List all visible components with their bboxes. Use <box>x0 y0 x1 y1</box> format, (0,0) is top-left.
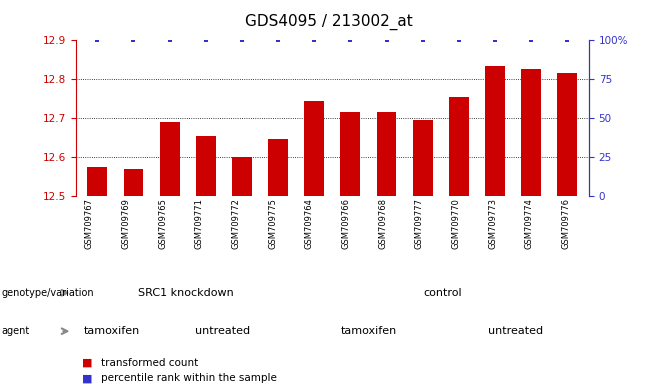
Point <box>453 37 464 43</box>
Text: tamoxifen: tamoxifen <box>341 326 397 336</box>
Text: GSM709772: GSM709772 <box>232 198 241 248</box>
Bar <box>160 122 180 196</box>
Text: SRC1 knockdown: SRC1 knockdown <box>138 288 234 298</box>
Bar <box>449 97 468 196</box>
Bar <box>196 136 216 196</box>
Text: GSM709766: GSM709766 <box>342 198 351 249</box>
Bar <box>521 70 541 196</box>
Text: transformed count: transformed count <box>101 358 198 368</box>
Text: control: control <box>423 288 461 298</box>
Text: genotype/variation: genotype/variation <box>1 288 94 298</box>
Point <box>562 37 572 43</box>
Point <box>237 37 247 43</box>
Bar <box>376 112 396 196</box>
Bar <box>413 120 432 196</box>
Point <box>273 37 284 43</box>
Text: percentile rank within the sample: percentile rank within the sample <box>101 373 276 383</box>
Text: GSM709769: GSM709769 <box>122 198 131 248</box>
Point <box>345 37 355 43</box>
Bar <box>557 73 577 196</box>
Text: GSM709768: GSM709768 <box>378 198 388 249</box>
Text: GSM709777: GSM709777 <box>415 198 424 249</box>
Text: untreated: untreated <box>488 326 543 336</box>
Bar <box>304 101 324 196</box>
Text: GSM709774: GSM709774 <box>525 198 534 248</box>
Point <box>417 37 428 43</box>
Text: GSM709775: GSM709775 <box>268 198 277 248</box>
Point <box>526 37 536 43</box>
Point <box>128 37 139 43</box>
Text: agent: agent <box>1 326 30 336</box>
Point <box>92 37 103 43</box>
Text: GSM709773: GSM709773 <box>488 198 497 249</box>
Point <box>381 37 392 43</box>
Text: ■: ■ <box>82 373 93 383</box>
Bar <box>88 167 107 196</box>
Bar <box>124 169 143 196</box>
Text: tamoxifen: tamoxifen <box>84 326 140 336</box>
Bar <box>268 139 288 196</box>
Text: GSM709770: GSM709770 <box>451 198 461 248</box>
Point <box>309 37 320 43</box>
Text: GSM709765: GSM709765 <box>159 198 167 248</box>
Point <box>201 37 211 43</box>
Bar <box>485 66 505 196</box>
Text: GSM709767: GSM709767 <box>85 198 94 249</box>
Bar <box>232 157 252 196</box>
Text: untreated: untreated <box>195 326 250 336</box>
Text: GDS4095 / 213002_at: GDS4095 / 213002_at <box>245 13 413 30</box>
Text: GSM709764: GSM709764 <box>305 198 314 248</box>
Point <box>490 37 500 43</box>
Point <box>164 37 175 43</box>
Text: GSM709771: GSM709771 <box>195 198 204 248</box>
Text: GSM709776: GSM709776 <box>561 198 570 249</box>
Text: ■: ■ <box>82 358 93 368</box>
Bar <box>340 112 361 196</box>
